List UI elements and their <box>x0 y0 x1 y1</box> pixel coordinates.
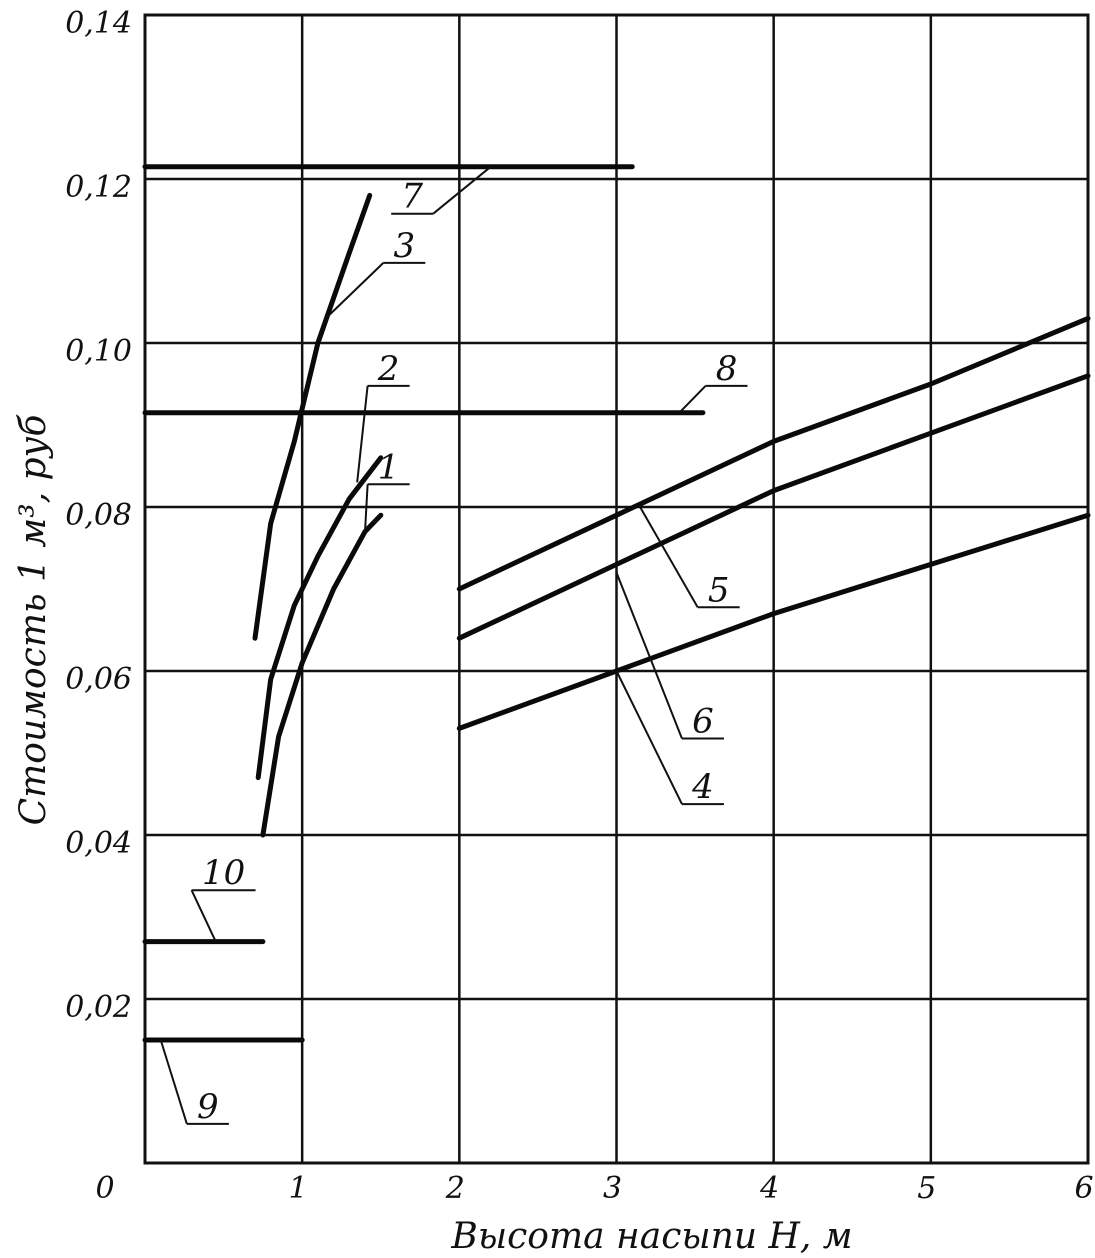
callout-label-6: 6 <box>692 702 714 742</box>
x-tick-label: 3 <box>603 1171 622 1206</box>
grid <box>143 13 1090 1165</box>
callout-leader <box>364 484 369 532</box>
callout-label-9: 9 <box>197 1087 219 1127</box>
series-line-2 <box>255 455 384 781</box>
series-line-4 <box>456 512 1091 731</box>
series-line-3 <box>252 192 373 641</box>
callout-leader <box>432 165 492 215</box>
tick-labels: 0 1 2 3 4 5 6 0,02 0,04 0,06 0,08 0,10 0,12 0,14 <box>65 6 1093 1206</box>
x-tick-label: 4 <box>759 1171 779 1206</box>
x-tick-label: 0 <box>95 1171 114 1206</box>
y-axis-label: Стоимость 1 м³, руб <box>13 414 54 826</box>
callout-leader <box>678 385 707 414</box>
y-tick-label: 0,06 <box>65 662 132 697</box>
y-tick-label: 0,14 <box>65 6 132 41</box>
callout-label-4: 4 <box>691 767 714 807</box>
data-series <box>142 164 1091 1043</box>
x-tick-label: 6 <box>1074 1171 1093 1206</box>
callout-leader <box>615 572 683 739</box>
callout-leader <box>639 506 699 608</box>
y-tick-label: 0,04 <box>65 826 132 861</box>
y-tick-label: 0,10 <box>65 334 132 369</box>
y-tick-label: 0,12 <box>65 170 132 205</box>
callout-label-5: 5 <box>708 570 730 610</box>
y-tick-label: 0,02 <box>65 990 132 1025</box>
curve-callouts: 1 2 3 4 5 6 7 8 9 10 <box>159 165 748 1127</box>
callout-leader <box>159 1039 188 1125</box>
callout-leader <box>356 385 369 483</box>
callout-label-1: 1 <box>378 447 400 487</box>
x-tick-label: 5 <box>917 1171 936 1206</box>
callout-leader <box>190 889 217 943</box>
callout-leader <box>325 262 385 320</box>
series-line-5 <box>456 315 1091 592</box>
callout-leader <box>615 670 683 805</box>
x-axis-label: Высота насыпи H, м <box>450 1216 852 1257</box>
y-tick-label: 0,08 <box>65 498 132 533</box>
series-line-6 <box>456 373 1091 641</box>
x-tick-label: 1 <box>289 1171 308 1206</box>
x-tick-label: 2 <box>445 1171 465 1206</box>
callout-label-8: 8 <box>716 349 738 389</box>
series-line-1 <box>260 512 384 838</box>
callout-label-7: 7 <box>401 177 423 217</box>
callout-label-3: 3 <box>394 226 416 266</box>
callout-label-10: 10 <box>202 853 245 893</box>
callout-label-2: 2 <box>377 349 400 389</box>
